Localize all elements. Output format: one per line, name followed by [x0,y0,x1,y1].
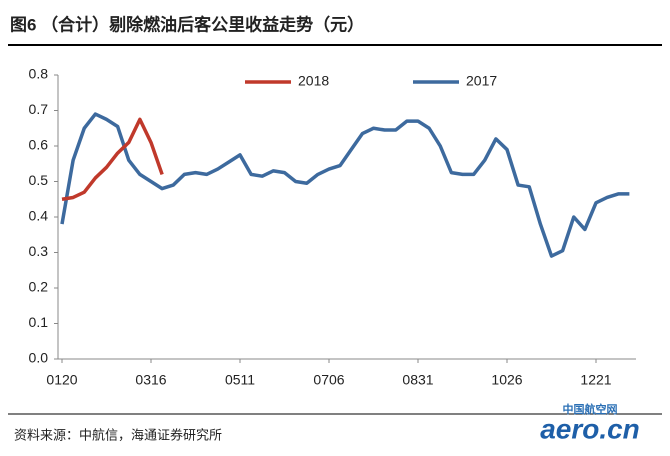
x-tick-label: 0706 [313,372,344,388]
legend-label: 2017 [466,73,497,89]
watermark-sub: 中国航空网 [563,402,618,416]
x-tick-label: 0316 [135,372,166,388]
y-tick-label: 0.5 [29,172,49,188]
legend-label: 2018 [298,73,329,89]
figure-title: 图6 （合计）剔除燃油后客公里收益走势（元） [10,14,364,34]
series-line [61,117,164,201]
x-tick-label: 0511 [225,372,255,388]
watermark: aero.cn [540,413,640,444]
y-tick-label: 0.0 [29,350,49,366]
source-note: 资料来源：中航信，海通证券研究所 [14,427,222,442]
x-tick-label: 1221 [580,372,611,388]
x-tick-label: 0120 [46,372,77,388]
x-tick-label: 1026 [491,372,522,388]
y-tick-label: 0.6 [29,137,49,153]
y-tick-label: 0.4 [29,208,49,224]
y-tick-label: 0.3 [29,243,49,259]
y-tick-label: 0.2 [29,279,49,295]
x-tick-label: 0831 [402,372,433,388]
series-line [60,112,630,258]
y-tick-label: 0.1 [29,314,49,330]
y-tick-label: 0.7 [29,101,49,117]
y-tick-label: 0.8 [29,66,49,82]
